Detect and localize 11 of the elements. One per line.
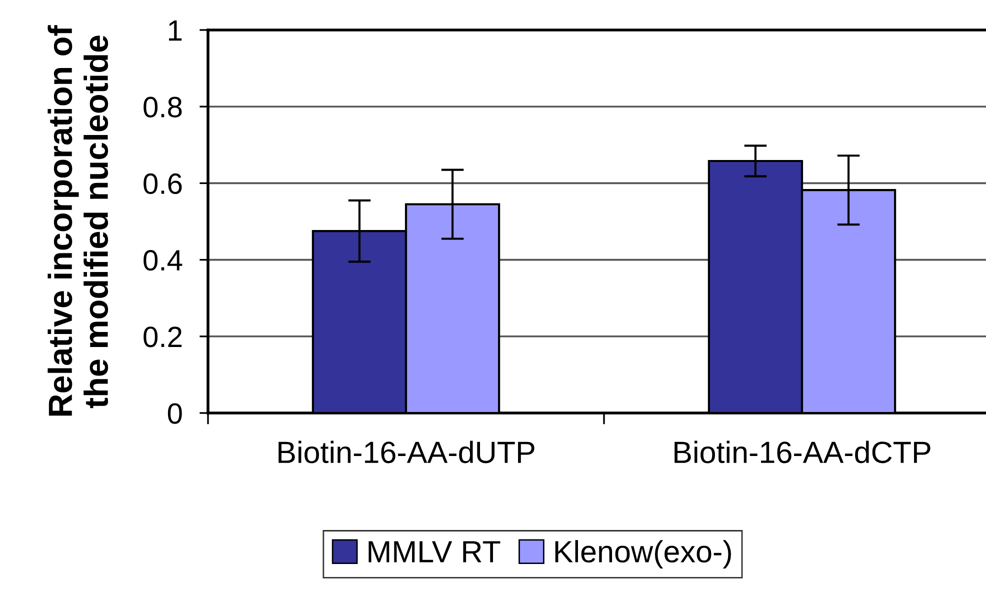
y-tick-label: 0.6 — [144, 173, 182, 194]
y-tick-label: 0 — [168, 403, 182, 424]
x-tick-label: Biotin-16-AA-dCTP — [674, 440, 930, 464]
y-tick-label: 0.4 — [144, 250, 182, 271]
x-tick-label: Biotin-16-AA-dUTP — [278, 440, 534, 464]
y-axis-title: Relative incorporation of the modified nucleotide — [48, 25, 108, 416]
legend-label: MMLV RT — [368, 541, 500, 562]
y-tick-label: 0.8 — [144, 96, 182, 118]
y-tick-label: 1 — [169, 20, 182, 41]
y-tick-label: 0.2 — [144, 326, 182, 348]
legend-label: Klenow(exo-) — [555, 540, 731, 569]
